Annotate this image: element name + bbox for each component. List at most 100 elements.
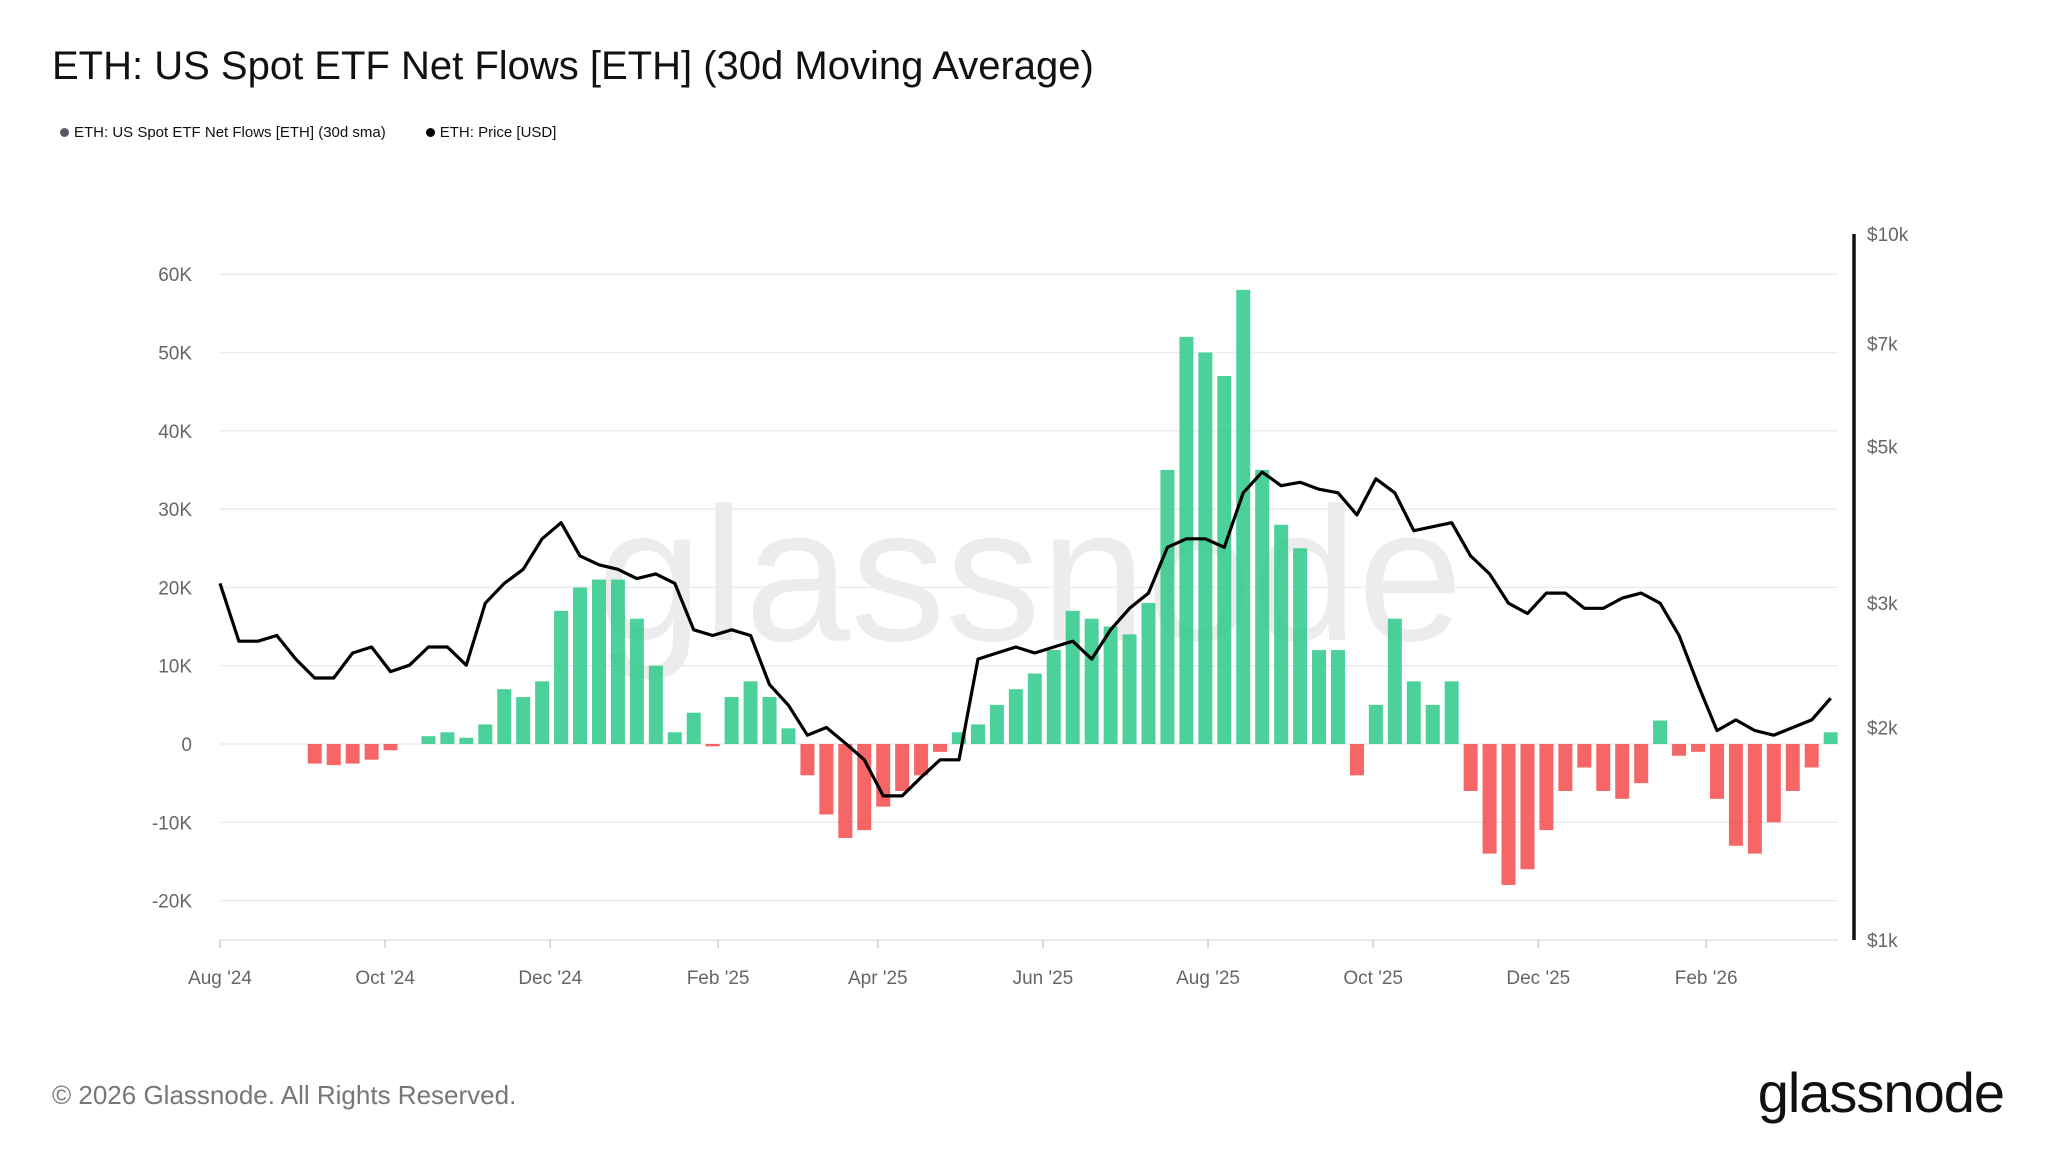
flow-bar <box>1236 289 1251 744</box>
flow-bar <box>667 732 682 744</box>
flow-bar <box>497 689 512 744</box>
flow-bar <box>800 744 815 776</box>
flow-bar <box>1672 744 1687 756</box>
flow-bar <box>895 744 910 791</box>
legend-label: ETH: US Spot ETF Net Flows [ETH] (30d sm… <box>74 124 386 141</box>
flow-bar <box>307 744 322 764</box>
x-tick-label: Jun '25 <box>1013 968 1074 989</box>
x-tick-label: Dec '25 <box>1506 968 1570 989</box>
x-tick-label: Aug '24 <box>188 968 252 989</box>
flow-bar <box>1615 744 1630 799</box>
flow-bar <box>516 697 531 744</box>
x-tick-label: Oct '25 <box>1343 968 1403 989</box>
y-tick-label: 40K <box>158 422 192 443</box>
legend-label: ETH: Price [USD] <box>439 124 557 141</box>
flow-bar <box>762 697 777 744</box>
flow-bar <box>1330 650 1345 744</box>
flow-bar <box>573 587 588 744</box>
y-right-tick-label: $5k <box>1867 438 1898 459</box>
flow-bar <box>1482 744 1497 854</box>
flow-bar <box>1444 681 1459 744</box>
flow-bar <box>989 704 1004 744</box>
y-right-tick-label: $2k <box>1867 718 1898 739</box>
x-tick-label: Aug '25 <box>1176 968 1240 989</box>
flow-bar <box>743 681 758 744</box>
legend: ETH: US Spot ETF Net Flows [ETH] (30d sm… <box>60 124 556 141</box>
flow-bar <box>952 732 967 744</box>
flow-bar <box>1387 618 1402 744</box>
flow-bar <box>1728 744 1743 846</box>
flow-bar <box>1653 720 1668 744</box>
flow-bar <box>1596 744 1611 791</box>
flow-bar <box>1084 618 1099 744</box>
flow-bar <box>1634 744 1649 784</box>
flow-bar <box>1425 704 1440 744</box>
copyright: © 2026 Glassnode. All Rights Reserved. <box>52 1080 517 1110</box>
flow-bar <box>838 744 853 838</box>
y-tick-label: 50K <box>158 344 192 365</box>
flow-bar <box>629 618 644 744</box>
y-tick-label: -10K <box>152 813 192 834</box>
flow-bar <box>1463 744 1478 791</box>
price-line <box>218 470 1832 798</box>
legend-item-flows[interactable]: ETH: US Spot ETF Net Flows [ETH] (30d sm… <box>60 124 386 141</box>
flow-bar <box>1198 352 1213 744</box>
legend-dot-icon <box>60 128 69 137</box>
flow-bar <box>610 579 625 744</box>
flow-bar <box>1368 704 1383 744</box>
glassnode-logo[interactable]: glassnode <box>1757 1061 2005 1124</box>
y-right-tick-label: $10k <box>1867 225 1909 246</box>
flow-bar <box>1520 744 1535 870</box>
flow-bar <box>914 744 929 776</box>
flow-bar <box>933 744 948 752</box>
flow-bar <box>1141 603 1156 744</box>
flow-bar <box>705 744 720 747</box>
flow-bar <box>383 744 398 751</box>
x-tick-label: Feb '25 <box>687 968 750 989</box>
y-tick-label: -20K <box>152 892 192 913</box>
flow-bar <box>1293 548 1308 744</box>
flow-bar <box>1217 375 1232 744</box>
flow-bar <box>724 697 739 744</box>
y-tick-label: 0 <box>181 735 192 756</box>
watermark: glassnode <box>597 469 1463 681</box>
flow-bar <box>781 728 796 744</box>
flow-bar <box>1274 524 1289 744</box>
x-tick-label: Dec '24 <box>518 968 582 989</box>
flow-bar <box>1709 744 1724 799</box>
flow-bar <box>421 736 436 744</box>
flow-bar <box>1349 744 1364 776</box>
chart-title: ETH: US Spot ETF Net Flows [ETH] (30d Mo… <box>52 44 1094 88</box>
flow-bar <box>1103 626 1118 744</box>
y-right-tick-label: $7k <box>1867 334 1898 355</box>
legend-dot-icon <box>425 128 435 137</box>
flow-bar <box>1558 744 1573 791</box>
flow-bar <box>440 732 455 744</box>
flow-bar <box>1406 681 1421 744</box>
flow-bar <box>535 681 550 744</box>
flow-bar <box>1027 673 1042 744</box>
y-right-tick-label: $1k <box>1867 931 1898 952</box>
legend-item-price[interactable]: ETH: Price [USD] <box>425 124 557 141</box>
flow-bar <box>1501 744 1516 885</box>
y-tick-label: 20K <box>158 578 192 599</box>
flow-bar <box>1065 610 1080 744</box>
y-tick-label: 10K <box>158 657 192 678</box>
flow-bar <box>970 724 985 744</box>
flow-bar <box>1804 744 1819 768</box>
flow-bar <box>1691 744 1706 752</box>
x-tick-label: Oct '24 <box>355 968 415 989</box>
y-tick-label: 60K <box>158 265 192 286</box>
flow-bar <box>1823 732 1838 744</box>
flow-bar <box>1122 634 1137 744</box>
y-tick-label: 30K <box>158 500 192 521</box>
flow-bar <box>648 665 663 744</box>
flow-bar <box>1539 744 1554 831</box>
flow-bar <box>364 744 379 760</box>
flow-bar <box>1747 744 1762 854</box>
y-right-tick-label: $3k <box>1867 594 1898 615</box>
flow-bar <box>1577 744 1592 768</box>
flow-bar <box>459 737 474 744</box>
flow-bar <box>1785 744 1800 791</box>
